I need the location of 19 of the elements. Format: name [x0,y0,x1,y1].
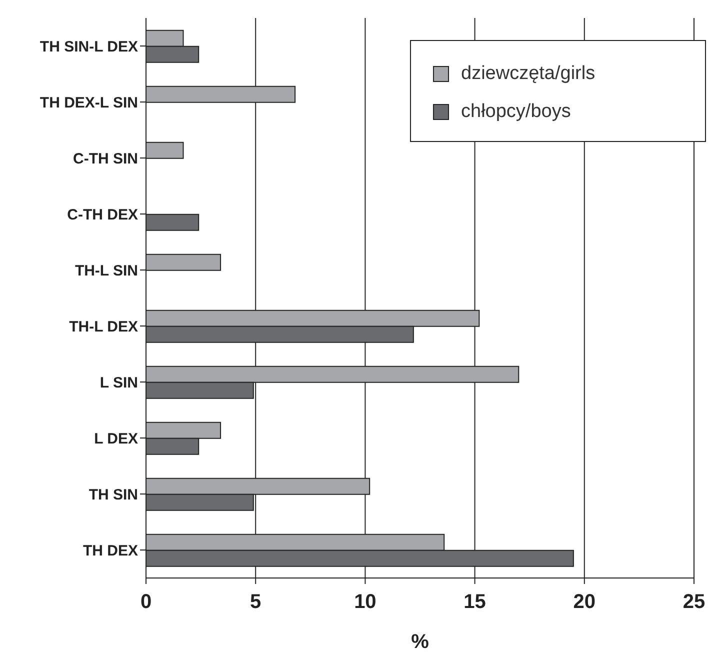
y-tick-label: TH SIN [88,486,138,504]
y-tick-label: L SIN [100,374,138,392]
y-tick-label: TH DEX-L SIN [40,94,138,112]
x-tick-label: 0 [140,591,152,614]
x-tick-label: 25 [682,591,706,614]
y-tick-label: TH-L DEX [69,318,138,336]
legend-label: chłopcy/boys [461,101,571,123]
y-tick-label: C-TH DEX [67,206,138,224]
x-tick-label: 5 [250,591,262,614]
y-tick-label: L DEX [94,430,138,448]
legend-label: dziewczęta/girls [461,63,596,85]
y-tick-label: TH DEX [82,542,138,560]
x-tick-label: 20 [573,591,596,614]
y-tick-label: TH-L SIN [74,262,138,280]
x-axis-title: % [411,631,430,653]
y-tick-label: TH SIN-L DEX [40,38,138,56]
x-tick-label: 15 [464,591,486,614]
x-tick-label: 10 [354,591,376,614]
y-tick-label: C-TH SIN [73,150,138,168]
